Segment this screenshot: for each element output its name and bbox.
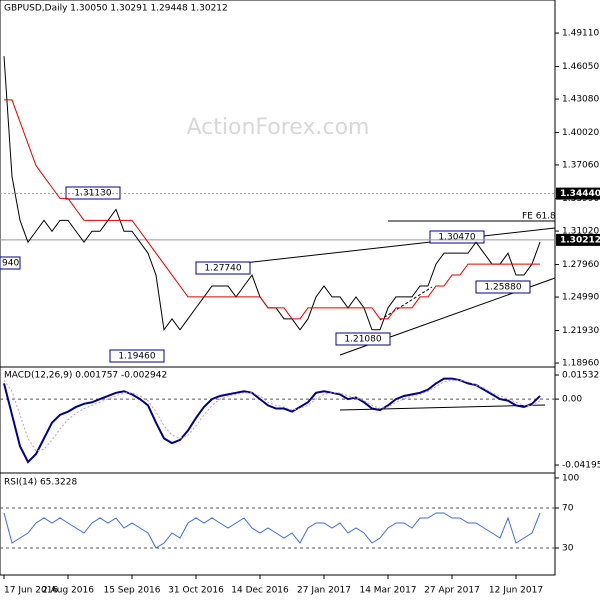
y-tick-label: -0.041957 (562, 461, 600, 471)
x-tick-label: 14 Mar 2017 (359, 586, 416, 596)
series-line (3, 377, 541, 464)
y-tick-label: 1.37060 (562, 160, 599, 170)
x-tick-label: 15 Sep 2016 (103, 586, 160, 596)
y-tick-label: 1.40020 (562, 128, 599, 138)
label-box (0, 256, 21, 270)
y-tick-label: 1.43080 (562, 95, 599, 105)
x-tick-label: 12 Jun 2017 (489, 586, 543, 596)
y-tick-label: 70 (562, 504, 574, 514)
x-tick-label: 27 Jan 2017 (297, 586, 351, 596)
y-tick-label: 1.49110 (562, 29, 599, 39)
level-box (556, 187, 600, 200)
y-tick-label: 0.00 (562, 395, 582, 405)
annotation: 1.25880 (484, 283, 521, 293)
panel-title: RSI(14) 65.3228 (4, 478, 77, 488)
label-box (65, 186, 121, 200)
y-tick-label: 100 (562, 474, 579, 484)
y-tick-label: 1.31020 (562, 227, 599, 237)
series-line (3, 512, 541, 549)
y-tick-label: 0.015325 (562, 371, 600, 381)
x-tick-label: 2 Aug 2016 (42, 586, 94, 596)
y-tick-label: 1.21930 (562, 326, 599, 336)
y-tick-label: 1.24990 (562, 293, 599, 303)
annotation: 1.30470 (438, 233, 475, 243)
y-tick-label: 1.27960 (562, 260, 599, 270)
annotation: 1.27740 (204, 264, 241, 274)
chart-title: GBPUSD,Daily 1.30050 1.30291 1.29448 1.3… (4, 4, 228, 14)
label-box (195, 261, 251, 275)
watermark: ActionForex.com (187, 115, 370, 140)
annotation: 1.21080 (344, 335, 381, 345)
x-tick-label: 14 Dec 2016 (231, 586, 289, 596)
x-tick-label: 27 Apr 2017 (424, 586, 480, 596)
level-label: 1.30212 (560, 235, 600, 245)
y-tick-label: 1.18960 (562, 359, 599, 369)
annotation: 940 (2, 259, 19, 269)
level-label: 1.34440 (560, 189, 600, 199)
label-box (475, 280, 531, 294)
series-line (3, 379, 541, 452)
plot-frame (0, 0, 556, 576)
level-box (556, 233, 600, 246)
annotation: 1.19460 (118, 352, 155, 362)
annotation: FE 61.8 (522, 212, 556, 222)
x-tick-label: 31 Oct 2016 (168, 586, 224, 596)
label-box (335, 332, 391, 346)
panel-title: MACD(12,26,9) 0.001757 -0.002942 (4, 371, 167, 381)
y-tick-label: 30 (562, 544, 574, 554)
series-line (4, 99, 540, 320)
x-tick-label: 17 Jun 2016 (4, 586, 58, 596)
trend-line (199, 227, 556, 269)
y-tick-label: 1.46050 (562, 62, 599, 72)
dashed-line (379, 286, 433, 321)
label-box (109, 349, 165, 363)
